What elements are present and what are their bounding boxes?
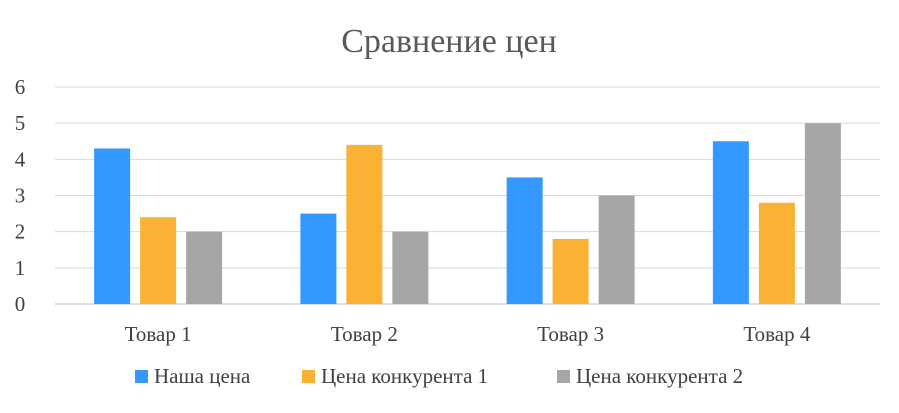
bar-series-1-cat-3 (758, 202, 795, 304)
y-tick-label: 3 (15, 184, 26, 208)
gridlines (55, 86, 880, 305)
legend-label: Цена конкурента 2 (576, 364, 743, 388)
x-tick-label: Товар 2 (331, 322, 398, 346)
bars (94, 123, 841, 305)
y-tick-label: 0 (15, 292, 26, 316)
y-tick-label: 2 (15, 220, 26, 244)
legend-label: Цена конкурента 1 (321, 364, 488, 388)
y-tick-label: 5 (15, 111, 26, 135)
legend-swatch (557, 370, 570, 383)
legend-swatch (302, 370, 315, 383)
bar-series-1-cat-1 (346, 144, 383, 304)
bar-series-1-cat-0 (140, 217, 177, 304)
x-tick-label: Товар 4 (743, 322, 810, 346)
y-tick-label: 6 (15, 75, 26, 99)
y-tick-label: 1 (15, 256, 26, 280)
x-axis-ticks: Товар 1 Товар 2 Товар 3 Товар 4 (125, 322, 811, 346)
chart-title: Сравнение цен (341, 23, 557, 60)
bar-series-0-cat-0 (94, 148, 131, 304)
y-axis-ticks: 0 1 2 3 4 5 6 (15, 75, 26, 316)
bar-series-0-cat-3 (712, 141, 749, 304)
bar-series-0-cat-2 (506, 177, 543, 304)
bar-series-2-cat-0 (186, 231, 223, 304)
x-tick-label: Товар 1 (125, 322, 192, 346)
bar-series-2-cat-1 (392, 231, 429, 304)
x-tick-label: Товар 3 (537, 322, 604, 346)
bar-series-1-cat-2 (552, 238, 589, 304)
legend: Наша цена Цена конкурента 1 Цена конкурент… (135, 364, 743, 388)
bar-series-0-cat-1 (300, 213, 337, 304)
legend-swatch (135, 370, 148, 383)
legend-label: Наша цена (154, 364, 251, 388)
bar-series-2-cat-3 (804, 123, 841, 305)
y-tick-label: 4 (15, 147, 26, 171)
bar-series-2-cat-2 (598, 195, 635, 304)
